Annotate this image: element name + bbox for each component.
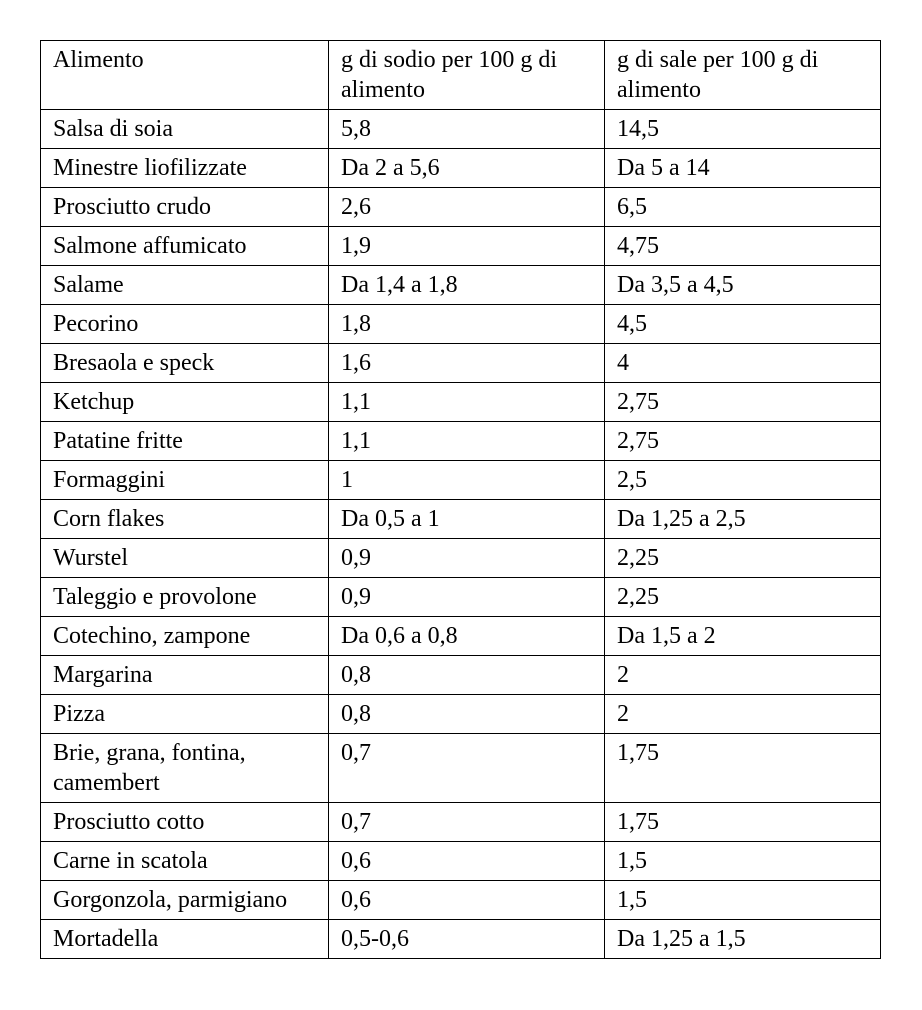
table-cell: Pecorino [41, 305, 329, 344]
table-row: Pizza0,82 [41, 695, 881, 734]
table-cell: 0,5-0,6 [329, 920, 605, 959]
table-cell: Bresaola e speck [41, 344, 329, 383]
table-cell: Da 1,25 a 1,5 [605, 920, 881, 959]
table-cell: Da 0,6 a 0,8 [329, 617, 605, 656]
table-row: Cotechino, zamponeDa 0,6 a 0,8Da 1,5 a 2 [41, 617, 881, 656]
table-cell: Da 2 a 5,6 [329, 149, 605, 188]
table-cell: 1,1 [329, 422, 605, 461]
table-cell: 4,75 [605, 227, 881, 266]
table-cell: Da 3,5 a 4,5 [605, 266, 881, 305]
table-cell: 14,5 [605, 110, 881, 149]
table-cell: Mortadella [41, 920, 329, 959]
table-cell: 5,8 [329, 110, 605, 149]
table-cell: Gorgonzola, parmigiano [41, 881, 329, 920]
table-row: Pecorino1,84,5 [41, 305, 881, 344]
table-cell: 2,5 [605, 461, 881, 500]
col-header-sodio: g di sodio per 100 g di alimento [329, 41, 605, 110]
table-cell: 1,9 [329, 227, 605, 266]
table-cell: 1,1 [329, 383, 605, 422]
table-row: Wurstel0,92,25 [41, 539, 881, 578]
table-row: Carne in scatola0,61,5 [41, 842, 881, 881]
table-row: Formaggini12,5 [41, 461, 881, 500]
table-cell: 1,6 [329, 344, 605, 383]
table-cell: 0,7 [329, 803, 605, 842]
table-cell: 1,5 [605, 842, 881, 881]
table-cell: Cotechino, zampone [41, 617, 329, 656]
table-head: Alimento g di sodio per 100 g di aliment… [41, 41, 881, 110]
table-cell: Pizza [41, 695, 329, 734]
table-cell: 0,7 [329, 734, 605, 803]
table-row: Taleggio e provolone0,92,25 [41, 578, 881, 617]
table-cell: Da 1,25 a 2,5 [605, 500, 881, 539]
table-cell: Salsa di soia [41, 110, 329, 149]
table-header-row: Alimento g di sodio per 100 g di aliment… [41, 41, 881, 110]
table-cell: Taleggio e provolone [41, 578, 329, 617]
table-cell: 2,75 [605, 422, 881, 461]
table-row: Prosciutto cotto0,71,75 [41, 803, 881, 842]
table-cell: 1,5 [605, 881, 881, 920]
table-cell: 0,6 [329, 842, 605, 881]
table-row: Minestre liofilizzateDa 2 a 5,6Da 5 a 14 [41, 149, 881, 188]
table-cell: 0,9 [329, 578, 605, 617]
table-cell: Wurstel [41, 539, 329, 578]
table-row: Prosciutto crudo2,66,5 [41, 188, 881, 227]
table-cell: 6,5 [605, 188, 881, 227]
table-cell: 1,75 [605, 734, 881, 803]
table-cell: 2,75 [605, 383, 881, 422]
table-cell: Da 1,4 a 1,8 [329, 266, 605, 305]
table-cell: 2 [605, 695, 881, 734]
table-cell: 1,75 [605, 803, 881, 842]
table-cell: Margarina [41, 656, 329, 695]
sodium-salt-table: Alimento g di sodio per 100 g di aliment… [40, 40, 881, 959]
table-cell: Salame [41, 266, 329, 305]
table-row: Patatine fritte1,12,75 [41, 422, 881, 461]
table-cell: 2,25 [605, 539, 881, 578]
col-header-sale: g di sale per 100 g di alimento [605, 41, 881, 110]
table-cell: Minestre liofilizzate [41, 149, 329, 188]
table-cell: Da 5 a 14 [605, 149, 881, 188]
table-cell: Da 0,5 a 1 [329, 500, 605, 539]
table-row: Ketchup1,12,75 [41, 383, 881, 422]
table-cell: Corn flakes [41, 500, 329, 539]
table-row: Salsa di soia5,814,5 [41, 110, 881, 149]
table-cell: Brie, grana, fontina, camembert [41, 734, 329, 803]
table-cell: Ketchup [41, 383, 329, 422]
table-row: Corn flakesDa 0,5 a 1Da 1,25 a 2,5 [41, 500, 881, 539]
table-cell: Formaggini [41, 461, 329, 500]
table-cell: Carne in scatola [41, 842, 329, 881]
table-row: Gorgonzola, parmigiano0,61,5 [41, 881, 881, 920]
table-cell: Patatine fritte [41, 422, 329, 461]
table-cell: 4 [605, 344, 881, 383]
table-cell: Prosciutto crudo [41, 188, 329, 227]
table-cell: 1,8 [329, 305, 605, 344]
table-row: Bresaola e speck1,64 [41, 344, 881, 383]
table-cell: Da 1,5 a 2 [605, 617, 881, 656]
table-cell: Prosciutto cotto [41, 803, 329, 842]
table-cell: 1 [329, 461, 605, 500]
table-cell: 0,8 [329, 656, 605, 695]
table-row: Brie, grana, fontina, camembert0,71,75 [41, 734, 881, 803]
table-cell: 0,9 [329, 539, 605, 578]
table-cell: 2,25 [605, 578, 881, 617]
table-cell: 2,6 [329, 188, 605, 227]
table-row: SalameDa 1,4 a 1,8Da 3,5 a 4,5 [41, 266, 881, 305]
table-cell: 2 [605, 656, 881, 695]
table-cell: Salmone affumicato [41, 227, 329, 266]
table-cell: 0,8 [329, 695, 605, 734]
table-cell: 4,5 [605, 305, 881, 344]
table-body: Salsa di soia5,814,5Minestre liofilizzat… [41, 110, 881, 959]
col-header-alimento: Alimento [41, 41, 329, 110]
table-row: Salmone affumicato1,94,75 [41, 227, 881, 266]
table-row: Margarina0,82 [41, 656, 881, 695]
table-row: Mortadella0,5-0,6Da 1,25 a 1,5 [41, 920, 881, 959]
table-cell: 0,6 [329, 881, 605, 920]
